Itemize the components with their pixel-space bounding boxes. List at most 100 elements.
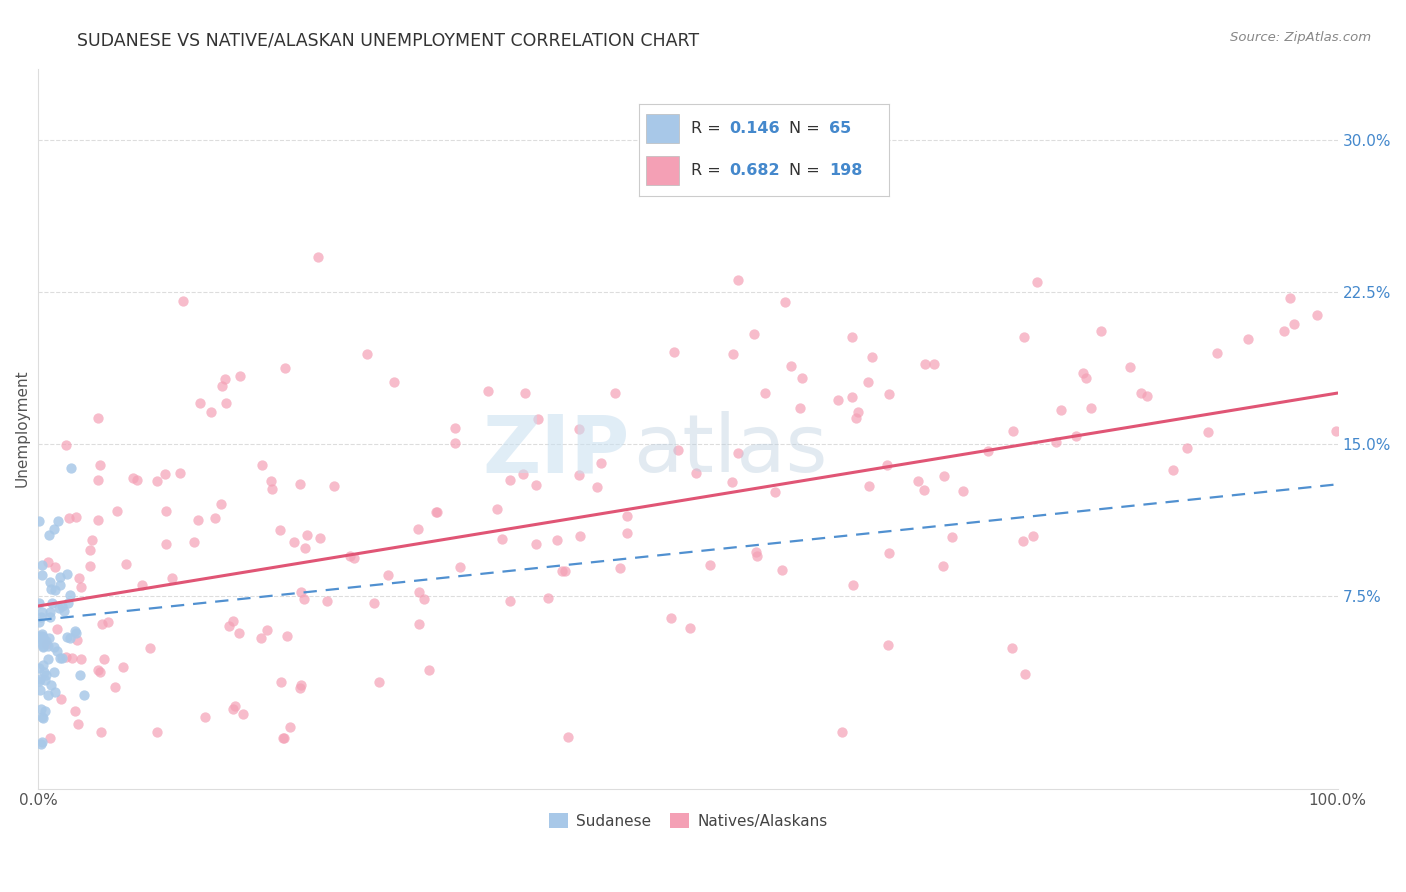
Point: [160, 571, 183, 585]
Point: [1274, 324, 1296, 338]
Point: [56, 567, 79, 582]
Point: [877, 638, 900, 652]
Point: [87, 473, 110, 487]
Point: [952, 483, 974, 498]
Point: [922, 357, 945, 371]
Point: [46, 514, 69, 528]
Point: [139, 640, 162, 655]
Point: [172, 293, 194, 308]
Text: ZIP: ZIP: [482, 411, 630, 489]
Point: [1306, 308, 1329, 322]
Point: [274, 361, 297, 376]
Text: SUDANESE VS NATIVE/ALASKAN UNEMPLOYMENT CORRELATION CHART: SUDANESE VS NATIVE/ALASKAN UNEMPLOYMENT …: [77, 31, 699, 49]
Point: [343, 551, 366, 566]
Point: [1074, 371, 1097, 385]
Point: [1001, 641, 1024, 656]
Point: [557, 730, 579, 744]
Point: [32, 640, 55, 654]
Point: [273, 731, 295, 745]
Point: [308, 531, 330, 545]
Point: [37, 555, 59, 569]
Point: [70, 580, 93, 594]
Point: [38, 528, 60, 542]
Point: [46, 622, 69, 636]
Text: 65: 65: [830, 121, 852, 136]
Point: [322, 478, 344, 492]
Text: R =: R =: [692, 163, 721, 178]
Point: [877, 387, 900, 401]
Point: [841, 390, 863, 404]
Point: [222, 614, 245, 628]
Point: [907, 474, 929, 488]
Point: [49, 570, 72, 584]
Point: [515, 386, 537, 401]
Point: [290, 677, 312, 691]
Point: [524, 477, 547, 491]
Point: [187, 513, 209, 527]
Point: [842, 578, 865, 592]
Point: [568, 529, 591, 543]
Point: [1279, 291, 1302, 305]
Point: [38, 731, 60, 745]
Point: [37, 688, 59, 702]
Point: [107, 504, 129, 518]
Point: [1324, 424, 1347, 438]
Point: [377, 568, 399, 582]
Point: [616, 508, 638, 523]
Point: [169, 466, 191, 480]
Point: [60, 650, 83, 665]
Point: [28, 660, 51, 674]
Point: [879, 546, 901, 560]
Point: [498, 473, 520, 487]
Point: [31, 657, 53, 672]
Point: [1012, 534, 1035, 549]
Point: [1129, 385, 1152, 400]
Point: [59, 631, 82, 645]
Point: [260, 482, 283, 496]
Text: Source: ZipAtlas.com: Source: ZipAtlas.com: [1230, 31, 1371, 45]
Point: [290, 585, 312, 599]
Point: [616, 526, 638, 541]
Point: [31, 629, 53, 643]
Point: [48, 600, 70, 615]
Point: [499, 594, 522, 608]
Point: [316, 594, 339, 608]
Point: [38, 631, 60, 645]
Point: [55, 649, 77, 664]
Bar: [647, 114, 679, 144]
Point: [546, 533, 568, 547]
Point: [51, 599, 73, 614]
Point: [97, 615, 120, 629]
Point: [444, 421, 467, 435]
Point: [912, 483, 935, 497]
Point: [790, 371, 813, 385]
Point: [339, 549, 361, 563]
Point: [228, 625, 250, 640]
Point: [914, 357, 936, 371]
Point: [276, 629, 298, 643]
Point: [382, 376, 405, 390]
Point: [554, 564, 576, 578]
Point: [745, 544, 768, 558]
Point: [42, 522, 65, 536]
Point: [1090, 324, 1112, 338]
Point: [742, 326, 765, 341]
Point: [38, 610, 60, 624]
Point: [28, 682, 51, 697]
Point: [745, 549, 768, 563]
Point: [1064, 429, 1087, 443]
Point: [780, 359, 803, 374]
Point: [31, 568, 53, 582]
Point: [603, 385, 626, 400]
Point: [89, 665, 111, 679]
Point: [294, 541, 316, 555]
Point: [1071, 366, 1094, 380]
Point: [56, 596, 79, 610]
Point: [44, 684, 66, 698]
Point: [183, 535, 205, 549]
Point: [721, 475, 744, 489]
Point: [112, 660, 135, 674]
Point: [194, 710, 217, 724]
Point: [222, 702, 245, 716]
Point: [31, 558, 53, 573]
